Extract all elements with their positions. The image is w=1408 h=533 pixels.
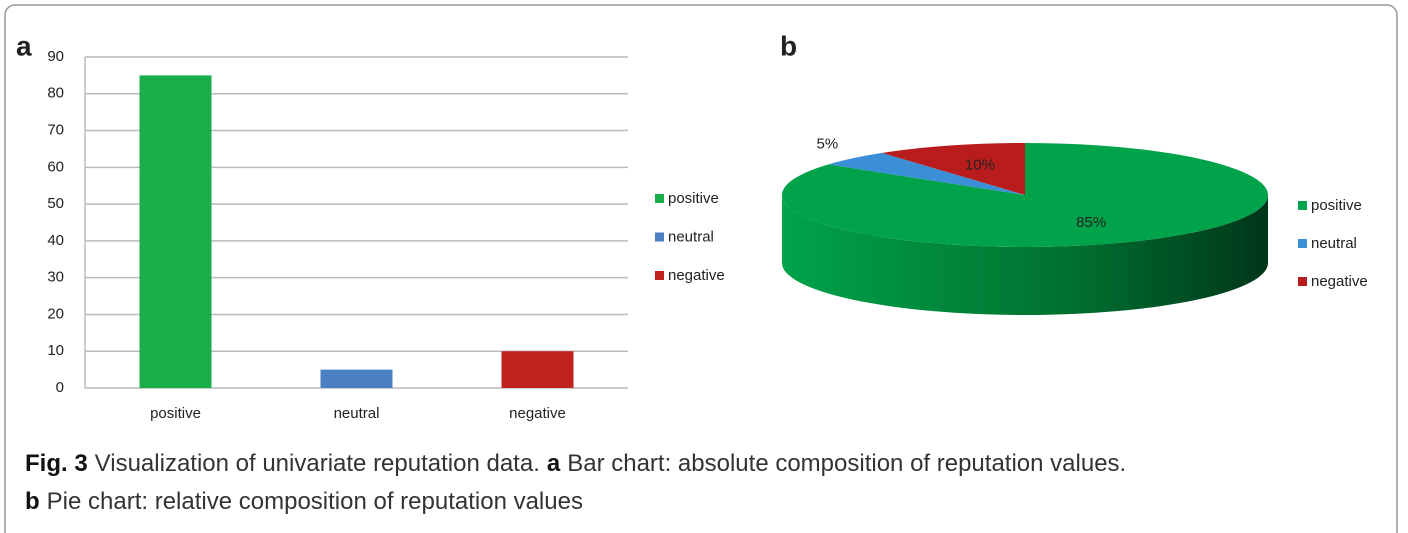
x-tick-label: positive bbox=[150, 405, 201, 422]
data-label: 85% bbox=[1076, 214, 1106, 231]
panel-label: a bbox=[16, 30, 32, 61]
legend-label: positive bbox=[668, 190, 719, 207]
caption-label: a bbox=[546, 450, 561, 477]
caption-text: Pie chart: relative composition of reput… bbox=[46, 488, 583, 515]
caption-intro: Visualization of univariate reputation d… bbox=[94, 450, 540, 477]
y-tick-label: 0 bbox=[56, 379, 64, 396]
bar bbox=[139, 75, 212, 388]
legend-label: neutral bbox=[668, 228, 714, 245]
legend-label: positive bbox=[1311, 197, 1362, 214]
data-label: 5% bbox=[817, 136, 839, 153]
caption: Fig. 3 Visualization of univariate reputa… bbox=[25, 445, 1133, 521]
x-tick-label: neutral bbox=[334, 405, 380, 422]
legend-swatch bbox=[655, 271, 664, 280]
bar bbox=[320, 369, 393, 388]
legend-swatch bbox=[1298, 201, 1307, 210]
legend-label: neutral bbox=[1311, 235, 1357, 252]
y-tick-label: 90 bbox=[47, 48, 64, 65]
legend-label: negative bbox=[668, 267, 725, 284]
caption-line: Fig. 3 Visualization of univariate reputa… bbox=[25, 445, 1133, 483]
legend-swatch bbox=[655, 194, 664, 203]
pie-slice bbox=[882, 143, 1025, 195]
bar bbox=[501, 351, 574, 388]
y-tick-label: 60 bbox=[47, 158, 64, 175]
panel-label: b bbox=[780, 30, 797, 61]
data-label: 10% bbox=[965, 156, 995, 173]
frame bbox=[4, 4, 1398, 533]
y-tick-label: 40 bbox=[47, 232, 64, 249]
y-tick-label: 70 bbox=[47, 122, 64, 139]
legend-swatch bbox=[1298, 277, 1307, 286]
y-tick-label: 20 bbox=[47, 305, 64, 322]
y-tick-label: 80 bbox=[47, 85, 64, 102]
caption-label: b bbox=[25, 488, 40, 515]
y-tick-label: 50 bbox=[47, 195, 64, 212]
caption-fig: Fig. 3 bbox=[25, 450, 88, 477]
y-tick-label: 30 bbox=[47, 269, 64, 286]
legend-label: negative bbox=[1311, 273, 1368, 290]
y-tick-label: 10 bbox=[47, 342, 64, 359]
caption-text: Bar chart: absolute composition of reput… bbox=[567, 450, 1127, 477]
pie-side bbox=[782, 195, 1268, 315]
caption-line: b Pie chart: relative composition of repu… bbox=[25, 483, 1133, 521]
legend-swatch bbox=[1298, 239, 1307, 248]
x-tick-label: negative bbox=[509, 405, 566, 422]
legend-swatch bbox=[655, 232, 664, 242]
pie-slice bbox=[828, 152, 1025, 195]
